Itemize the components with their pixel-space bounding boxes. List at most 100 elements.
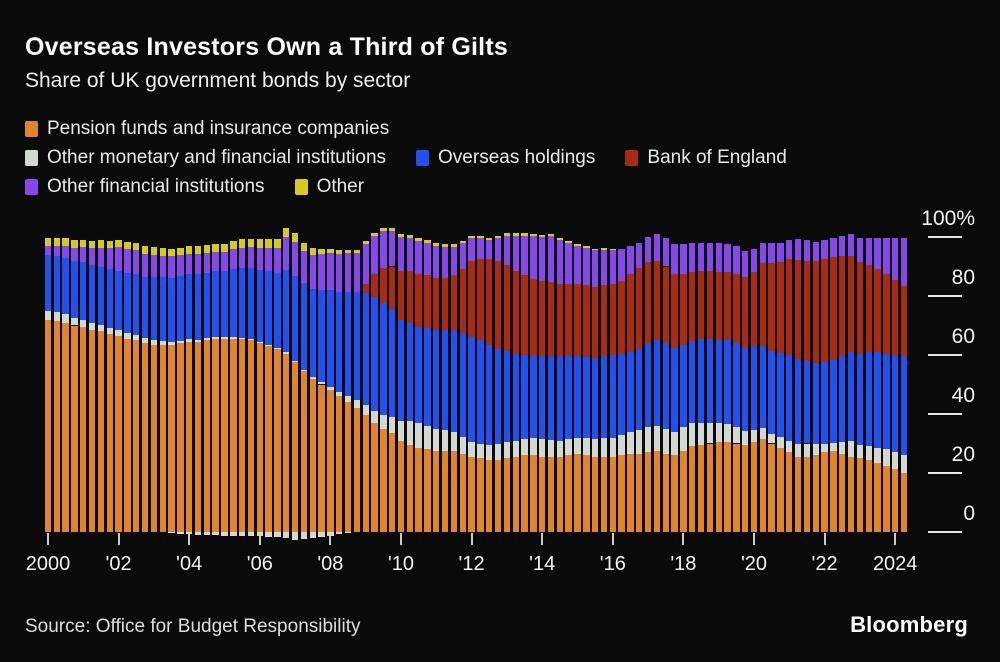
bar-segment-2021Q3-monetary — [803, 443, 811, 457]
x-axis-tick-22 — [823, 533, 826, 545]
bar-segment-2006Q2-ofi — [265, 247, 272, 272]
bar-segment-2012Q4-pension — [494, 459, 502, 532]
pension-swatch-icon — [25, 120, 38, 137]
bar-segment-2015Q3-ofi — [591, 250, 599, 288]
bar-segment-2018Q3-pension — [697, 444, 705, 532]
legend-label: Bank of England — [647, 146, 787, 168]
bar-segment-2010Q2-boe — [406, 270, 414, 323]
bar-segment-2012Q3-overseas — [486, 344, 493, 445]
bar-segment-2004Q3-monetary-negative — [203, 532, 211, 535]
bar-segment-2013Q3-pension — [521, 455, 528, 532]
bar-segment-2023Q3-boe — [874, 269, 881, 353]
bar-segment-2015Q2-ofi — [583, 247, 590, 285]
bar-segment-2006Q1-ofi — [256, 247, 263, 270]
bar-segment-2000Q4-monetary — [71, 317, 78, 326]
x-axis-tick-04 — [188, 533, 191, 545]
bar-segment-2014Q4-overseas — [565, 356, 572, 440]
bar-segment-2017Q3-monetary — [662, 428, 669, 454]
bar-segment-2009Q3-pension — [380, 428, 387, 532]
bar-segment-2000Q2-monetary — [53, 312, 61, 322]
y-gridline-20 — [928, 472, 962, 474]
bar-segment-2018Q3-monetary — [697, 422, 705, 445]
bar-segment-2004Q4-overseas — [212, 271, 219, 338]
bar-segment-2009Q4-monetary — [388, 416, 396, 434]
bar-segment-2016Q1-boe — [609, 284, 616, 355]
bar-segment-2007Q1-other — [291, 232, 299, 242]
bar-segment-2016Q3-overseas — [627, 352, 634, 432]
bar-segment-2007Q1-monetary-negative — [291, 532, 299, 541]
bar-segment-2017Q2-boe — [653, 260, 661, 341]
bar-segment-2016Q1-pension — [609, 456, 616, 532]
x-axis-tick-2000 — [47, 533, 49, 545]
x-axis-label-2000: 2000 — [25, 553, 71, 575]
bar-segment-2010Q3-other — [415, 238, 422, 242]
bar-segment-2009Q1-monetary — [362, 405, 369, 416]
bar-segment-2012Q2-ofi — [477, 238, 484, 260]
bar-segment-2015Q4-ofi — [600, 249, 608, 286]
bar-segment-2014Q1-monetary — [539, 439, 546, 457]
bar-segment-2008Q4-ofi — [353, 253, 361, 293]
bar-segment-2017Q4-overseas — [671, 347, 678, 432]
bar-segment-2016Q2-pension — [618, 455, 625, 532]
bar-segment-2019Q1-overseas — [715, 340, 722, 423]
bar-segment-2021Q2-overseas — [794, 358, 802, 445]
bar-segment-2018Q4-boe — [706, 270, 714, 339]
bar-segment-2006Q4-monetary-negative — [283, 532, 290, 539]
bar-segment-2014Q3-other — [556, 237, 564, 240]
bar-segment-2011Q3-other — [450, 244, 458, 248]
bar-segment-2010Q2-ofi — [406, 237, 414, 271]
x-axis-label-20: '20 — [740, 553, 768, 575]
bar-segment-2005Q4-monetary — [247, 339, 255, 341]
bar-segment-2005Q1-pension — [221, 338, 228, 532]
bar-segment-2011Q4-monetary — [459, 436, 466, 454]
bar-segment-2021Q4-monetary — [812, 444, 819, 456]
overseas-swatch-icon — [416, 149, 430, 166]
bar-segment-2012Q2-other — [477, 236, 484, 239]
y-axis-label-100: 100% — [921, 207, 975, 230]
bar-segment-2019Q2-monetary — [724, 424, 731, 442]
bar-segment-2001Q4-ofi — [106, 248, 113, 270]
bar-segment-2023Q3-overseas — [874, 352, 881, 448]
bar-segment-2006Q3-overseas — [274, 272, 281, 348]
bar-segment-2013Q1-other — [503, 233, 511, 236]
bar-segment-2001Q2-other — [88, 240, 96, 248]
bar-segment-2015Q4-boe — [600, 285, 608, 356]
bar-segment-2020Q1-ofi — [750, 248, 758, 273]
x-axis-tick-14 — [541, 533, 544, 545]
bar-segment-2018Q1-monetary — [680, 427, 687, 451]
bar-segment-2011Q1-ofi — [433, 245, 440, 279]
monetary-swatch-icon — [25, 149, 38, 166]
bar-segment-2005Q3-monetary — [238, 337, 246, 339]
bar-segment-2017Q4-monetary — [671, 431, 678, 456]
bar-segment-2020Q4-pension — [777, 447, 784, 532]
bar-segment-2000Q1-monetary — [44, 310, 52, 320]
bar-segment-2005Q2-pension — [230, 338, 237, 532]
y-axis-label-80: 80 — [951, 266, 975, 289]
bar-segment-2004Q3-overseas — [203, 272, 211, 339]
bar-segment-2009Q3-other — [380, 228, 387, 232]
bar-segment-2005Q3-overseas — [238, 268, 246, 338]
x-axis-tick-08 — [329, 533, 332, 545]
bar-segment-2017Q3-boe — [662, 266, 669, 344]
bar-segment-2003Q4-pension — [177, 343, 184, 532]
bar-segment-2011Q3-ofi — [450, 247, 458, 276]
legend-item-monetary: Other monetary and financial institution… — [25, 147, 386, 169]
bar-segment-2012Q1-pension — [468, 456, 475, 532]
legend-label: Pension funds and insurance companies — [47, 117, 390, 139]
bar-segment-2017Q2-monetary — [653, 425, 661, 451]
bar-segment-2015Q2-other — [583, 246, 590, 248]
bar-segment-2006Q1-other — [256, 239, 263, 248]
bar-segment-2005Q4-monetary-negative — [247, 532, 255, 537]
bar-segment-2019Q3-monetary — [733, 427, 740, 444]
bar-segment-2002Q3-pension — [133, 340, 140, 532]
bar-segment-2011Q2-overseas — [441, 329, 449, 431]
bar-segment-2008Q4-other — [353, 249, 361, 254]
bar-segment-2008Q3-other — [344, 249, 352, 254]
bar-segment-2000Q4-other — [71, 240, 78, 248]
x-axis-label-02: '02 — [105, 553, 132, 575]
bar-segment-2002Q2-monetary — [124, 333, 131, 339]
bar-segment-2015Q1-overseas — [574, 356, 581, 438]
bar-segment-2003Q2-other — [159, 248, 166, 256]
bar-segment-2012Q3-monetary — [486, 444, 493, 460]
